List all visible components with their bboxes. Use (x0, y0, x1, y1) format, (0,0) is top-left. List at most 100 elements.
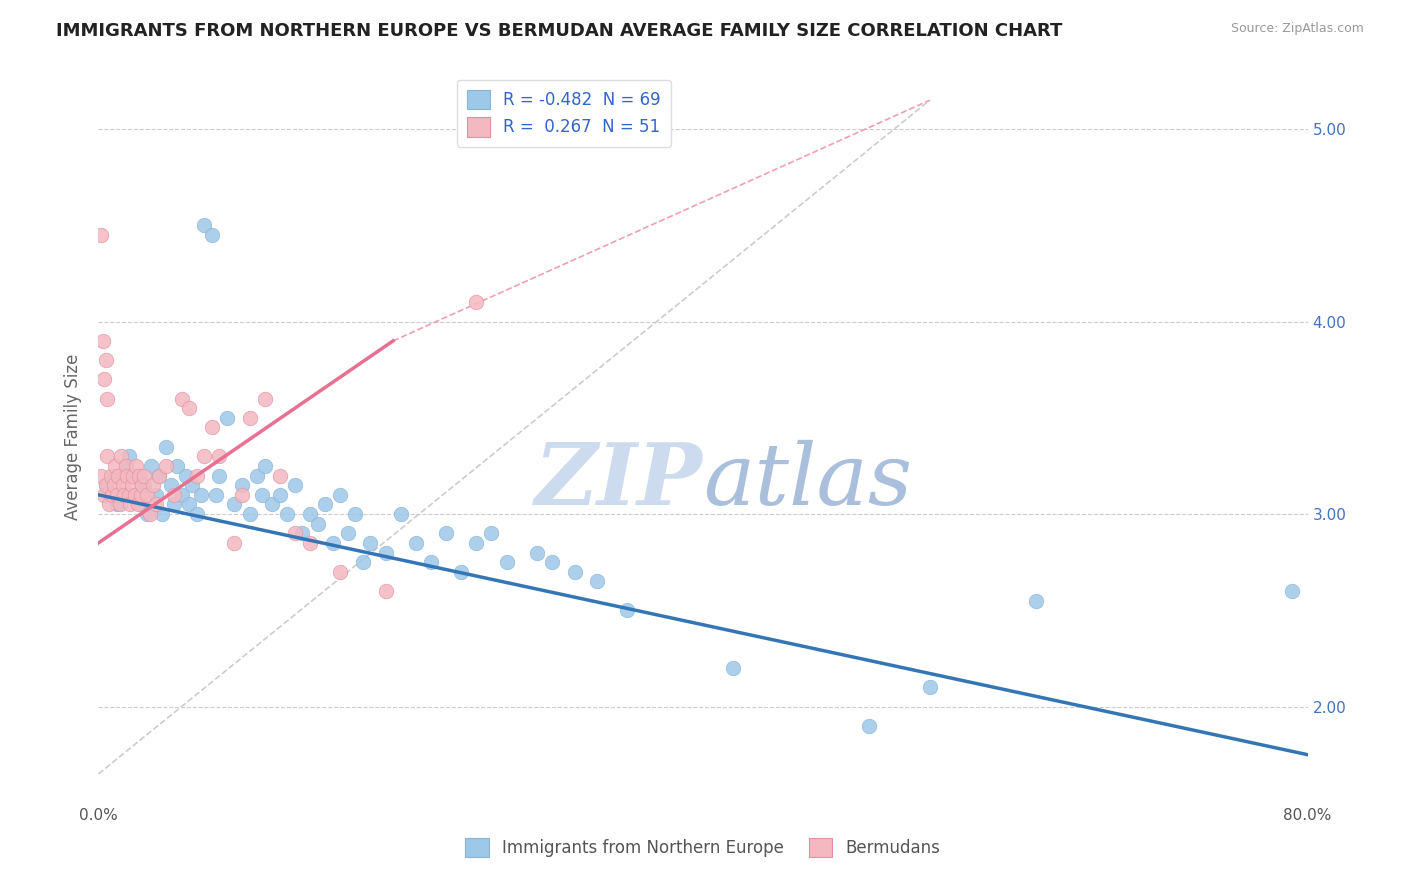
Point (918, 681, 941, 695)
Point (208, 450, 231, 464)
Point (125, 458, 148, 473)
Point (253, 392, 276, 406)
Point (186, 468, 208, 483)
Point (262, 498, 284, 512)
Point (107, 468, 129, 483)
Point (145, 498, 167, 512)
Point (291, 526, 314, 541)
Point (1281, 584, 1303, 599)
Point (540, 555, 562, 569)
Point (224, 498, 246, 512)
Point (374, 545, 396, 559)
Point (103, 478, 125, 492)
Point (450, 565, 472, 579)
Point (148, 468, 170, 483)
Point (155, 440, 177, 454)
Text: IMMIGRANTS FROM NORTHERN EUROPE VS BERMUDAN AVERAGE FAMILY SIZE CORRELATION CHAR: IMMIGRANTS FROM NORTHERN EUROPE VS BERMU… (56, 22, 1063, 40)
Point (105, 488, 128, 502)
Point (329, 565, 352, 579)
Point (90, 227, 112, 242)
Point (246, 468, 269, 483)
Point (329, 488, 352, 502)
Point (181, 478, 204, 492)
Point (110, 450, 132, 464)
Point (208, 468, 231, 483)
Point (122, 468, 145, 483)
Point (105, 498, 128, 512)
Point (201, 227, 224, 242)
Point (110, 488, 132, 502)
Point (141, 458, 163, 473)
Point (495, 555, 517, 569)
Point (124, 488, 146, 502)
Point (150, 507, 173, 521)
Point (239, 410, 262, 425)
Point (179, 401, 201, 416)
Point (231, 488, 253, 502)
Point (239, 507, 262, 521)
Point (215, 410, 238, 425)
Point (481, 526, 503, 541)
Point (121, 488, 143, 502)
Point (125, 468, 148, 483)
Point (465, 295, 488, 310)
Point (284, 478, 307, 492)
Point (145, 488, 167, 502)
Point (389, 507, 412, 521)
Point (193, 219, 215, 233)
Point (434, 526, 457, 541)
Point (314, 498, 336, 512)
Point (205, 488, 228, 502)
Point (269, 468, 291, 483)
Point (103, 468, 125, 483)
Point (128, 468, 150, 483)
Point (322, 536, 344, 550)
Text: Source: ZipAtlas.com: Source: ZipAtlas.com (1230, 22, 1364, 36)
Point (129, 488, 152, 502)
Point (858, 719, 880, 733)
Point (344, 507, 367, 521)
Point (336, 526, 359, 541)
Point (170, 392, 193, 406)
Point (616, 603, 638, 617)
Point (170, 488, 193, 502)
Y-axis label: Average Family Size: Average Family Size (65, 354, 83, 520)
Point (142, 478, 165, 492)
Point (94, 353, 117, 368)
Legend: Immigrants from Northern Europe, Bermudans: Immigrants from Northern Europe, Bermuda… (458, 831, 948, 864)
Point (179, 498, 201, 512)
Point (465, 536, 488, 550)
Point (148, 468, 170, 483)
Point (96, 450, 118, 464)
Point (231, 478, 253, 492)
Point (90, 468, 112, 483)
Point (112, 488, 135, 502)
Point (269, 488, 291, 502)
Point (96, 392, 118, 406)
Point (114, 458, 136, 473)
Point (100, 468, 122, 483)
Point (104, 458, 127, 473)
Point (163, 488, 186, 502)
Point (160, 478, 183, 492)
Point (174, 468, 197, 483)
Point (299, 536, 322, 550)
Point (201, 420, 224, 434)
Point (94, 478, 117, 492)
Point (374, 584, 396, 599)
Point (420, 555, 443, 569)
Point (284, 526, 307, 541)
Point (155, 458, 177, 473)
Point (132, 468, 155, 483)
Point (586, 574, 609, 589)
Point (163, 498, 186, 512)
Point (118, 488, 141, 502)
Point (276, 507, 298, 521)
Point (307, 516, 329, 531)
Point (93, 372, 115, 386)
Text: atlas: atlas (703, 440, 912, 523)
Point (360, 536, 382, 550)
Point (224, 536, 246, 550)
Point (120, 498, 142, 512)
Point (139, 507, 162, 521)
